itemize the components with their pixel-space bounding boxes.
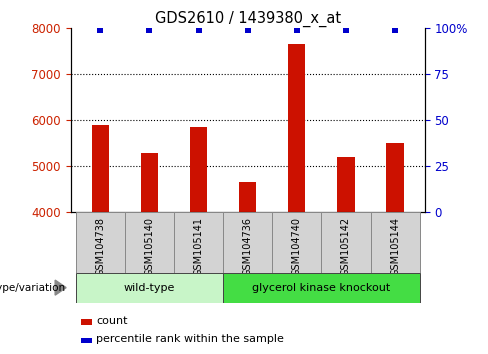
Polygon shape bbox=[55, 280, 66, 295]
Bar bbox=[386, 143, 404, 212]
Bar bbox=[141, 153, 158, 212]
Bar bbox=[190, 127, 207, 212]
Point bbox=[244, 27, 252, 33]
Bar bbox=[239, 183, 256, 212]
Point bbox=[342, 27, 350, 33]
Bar bbox=[81, 337, 92, 343]
Text: glycerol kinase knockout: glycerol kinase knockout bbox=[252, 282, 390, 293]
Text: GSM104740: GSM104740 bbox=[292, 217, 302, 276]
Point bbox=[391, 27, 399, 33]
Point bbox=[145, 27, 153, 33]
Bar bbox=[174, 212, 223, 273]
Bar bbox=[223, 212, 272, 273]
Bar bbox=[288, 45, 305, 212]
Bar bbox=[370, 212, 420, 273]
Bar bbox=[125, 212, 174, 273]
Bar bbox=[81, 319, 92, 325]
Text: GSM104736: GSM104736 bbox=[243, 217, 253, 276]
Bar bbox=[76, 273, 223, 303]
Bar bbox=[272, 212, 322, 273]
Text: wild-type: wild-type bbox=[123, 282, 175, 293]
Text: percentile rank within the sample: percentile rank within the sample bbox=[96, 334, 284, 344]
Text: GSM105140: GSM105140 bbox=[144, 217, 154, 276]
Point bbox=[96, 27, 104, 33]
Text: genotype/variation: genotype/variation bbox=[0, 282, 66, 293]
Text: GSM105144: GSM105144 bbox=[390, 217, 400, 276]
Bar bbox=[76, 212, 125, 273]
Title: GDS2610 / 1439380_x_at: GDS2610 / 1439380_x_at bbox=[155, 11, 341, 27]
Text: count: count bbox=[96, 316, 128, 326]
Text: GSM104738: GSM104738 bbox=[95, 217, 105, 276]
Bar bbox=[223, 273, 420, 303]
Bar bbox=[92, 125, 109, 212]
Point bbox=[195, 27, 203, 33]
Bar bbox=[337, 157, 355, 212]
Text: GSM105141: GSM105141 bbox=[194, 217, 203, 276]
Point bbox=[293, 27, 301, 33]
Bar bbox=[322, 212, 370, 273]
Text: GSM105142: GSM105142 bbox=[341, 217, 351, 276]
